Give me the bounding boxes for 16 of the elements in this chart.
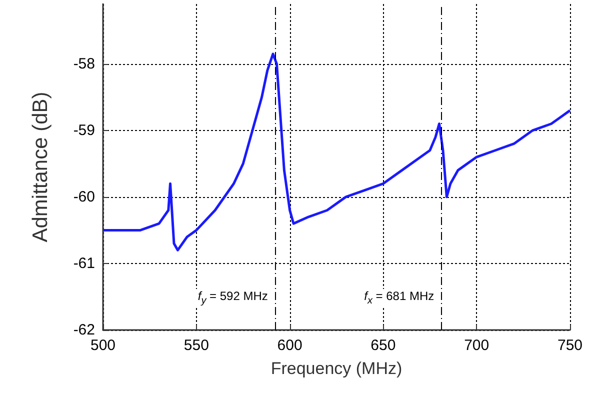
x-tick-label: 550: [184, 337, 209, 354]
y-tick-label: -60: [73, 188, 95, 206]
ref-line-label: f$_{x}$ = 681 MHz: [362, 288, 436, 308]
x-tick-label: 650: [370, 337, 396, 354]
y-tick-label: -58: [73, 55, 95, 72]
x-tick-label: 700: [464, 337, 490, 354]
x-tick-label: 750: [557, 337, 583, 354]
x-axis-title: Frequency (MHz): [270, 359, 402, 378]
y-tick-label: -59: [73, 122, 95, 139]
line-series: [102, 52, 572, 252]
y-tick-label: -62: [73, 322, 95, 338]
ref-line-label: f$_{y}$ = 592 MHz: [196, 288, 270, 308]
x-tick-label: 600: [277, 337, 302, 354]
y-axis-title: Admittance (dB): [29, 92, 52, 242]
y-tick-label: -61: [73, 254, 95, 272]
x-tick-label: 500: [90, 337, 116, 354]
